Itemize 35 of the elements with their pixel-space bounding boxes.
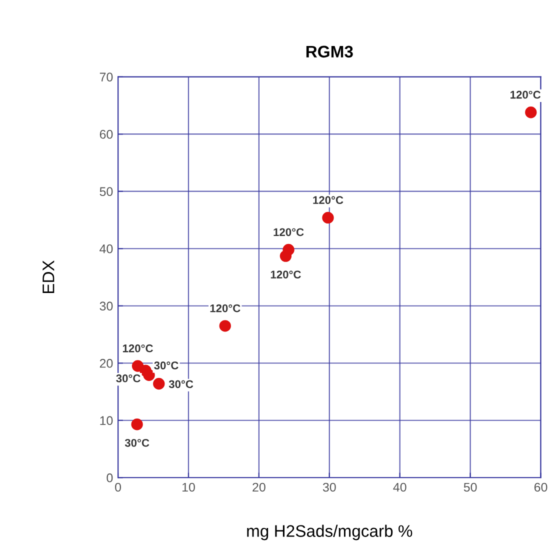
y-tick-label: 70: [100, 72, 113, 82]
annotation: 30°C: [168, 380, 194, 388]
x-tick-label: 10: [182, 482, 195, 492]
x-tick-label: 30: [322, 482, 336, 492]
chart-title: RGM3: [306, 46, 353, 58]
point: [131, 418, 143, 430]
annotation: 120°C: [510, 90, 541, 99]
x-tick-label: 60: [534, 482, 548, 492]
annotation: 120°C: [122, 344, 153, 352]
x-tick-label: 0: [115, 482, 122, 492]
y-tick-label: 60: [100, 130, 113, 139]
annotation: 120°C: [210, 304, 240, 312]
annotation: 30°C: [116, 374, 140, 382]
x-tick-label: 40: [393, 482, 406, 492]
annotation: 30°C: [124, 438, 150, 447]
y-tick-label: 30: [100, 302, 113, 311]
annotation: 120°C: [313, 196, 344, 204]
point: [143, 369, 155, 381]
y-tick-label: 10: [100, 416, 113, 426]
point: [525, 106, 537, 118]
y-tick-label: 0: [106, 473, 113, 482]
point: [153, 378, 165, 390]
point: [322, 212, 334, 224]
x-tick-label: 20: [252, 482, 266, 492]
y-tick-label: 50: [100, 187, 113, 196]
annotation: 30°C: [154, 362, 178, 370]
x-axis-title: mg H2Sads/mgcarb %: [247, 524, 412, 540]
y-tick-label: 40: [100, 244, 113, 254]
y-tick-label: 20: [100, 358, 113, 368]
annotation: 120°C: [274, 228, 304, 236]
annotation: 120°C: [270, 270, 301, 278]
point: [282, 244, 294, 256]
x-tick-label: 50: [464, 482, 477, 492]
y-axis-title: EDX: [42, 260, 54, 294]
point: [219, 320, 231, 332]
